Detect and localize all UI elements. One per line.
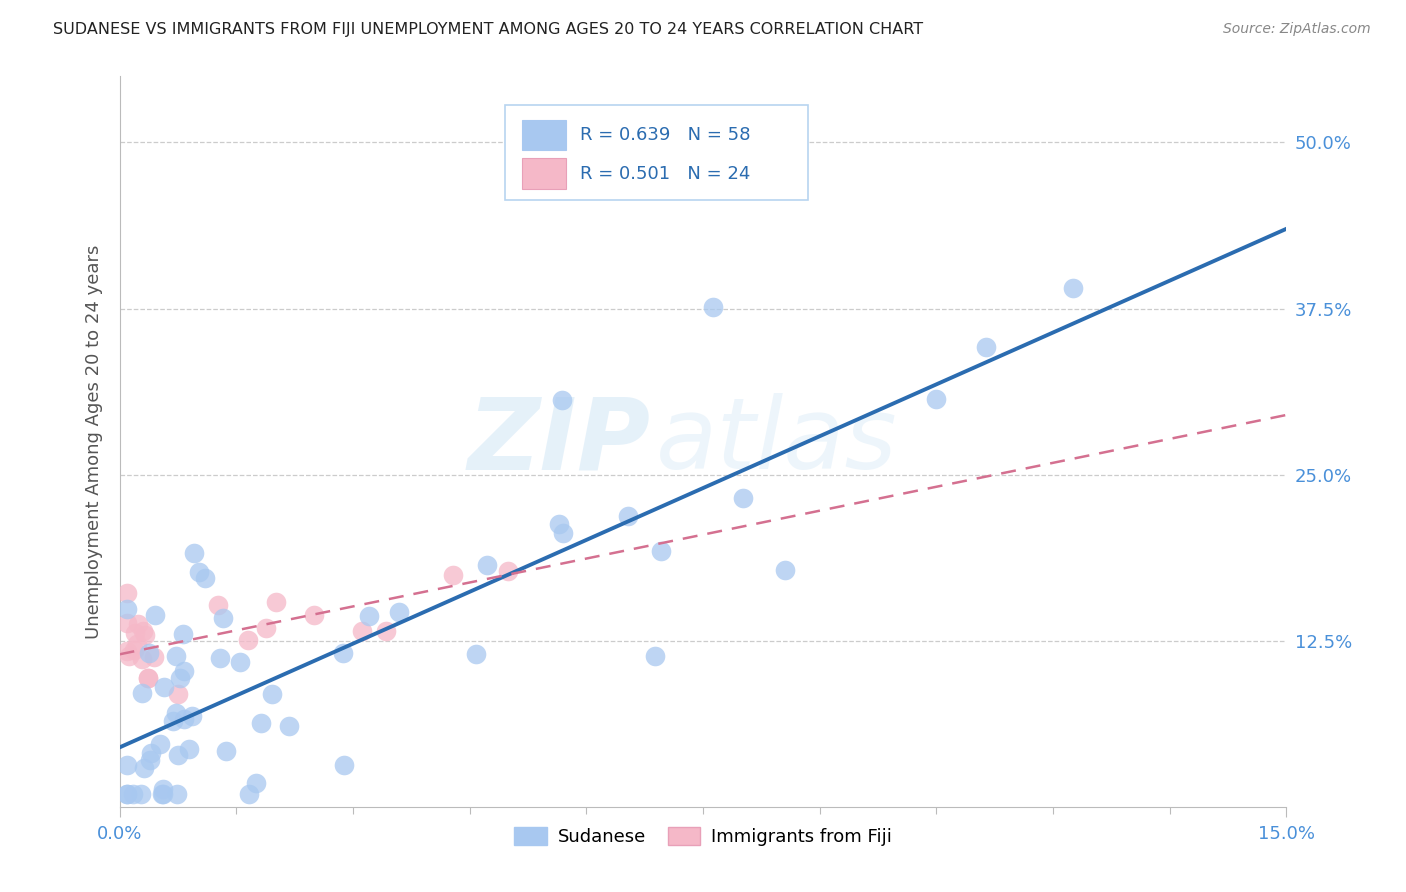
Point (731, 491, 754, 506)
Point (352, 624, 374, 638)
Point (238, 787, 260, 801)
Point (132, 624, 155, 638)
Point (250, 715, 273, 730)
Point (169, 671, 191, 685)
Point (173, 664, 195, 678)
Point (1062, 281, 1084, 295)
Point (214, 744, 236, 758)
Point (475, 558, 498, 572)
Point (166, 787, 188, 801)
Point (236, 633, 259, 648)
Point (117, 586, 139, 600)
Point (260, 687, 283, 701)
Point (138, 647, 160, 661)
Point (117, 787, 139, 801)
Point (207, 598, 229, 612)
Text: SUDANESE VS IMMIGRANTS FROM FIJI UNEMPLOYMENT AMONG AGES 20 TO 24 YEARS CORRELAT: SUDANESE VS IMMIGRANTS FROM FIJI UNEMPLO… (53, 22, 924, 37)
Point (117, 602, 139, 616)
Point (374, 624, 396, 638)
Point (496, 564, 519, 578)
Point (333, 757, 356, 772)
Point (132, 761, 155, 775)
Text: atlas: atlas (657, 393, 898, 490)
Point (138, 754, 160, 768)
Point (122, 643, 145, 657)
Point (228, 655, 250, 669)
Text: ZIP: ZIP (467, 393, 651, 490)
Point (173, 712, 195, 726)
Point (124, 626, 146, 640)
Point (702, 301, 724, 315)
Point (165, 706, 187, 720)
Point (152, 781, 174, 796)
Point (117, 644, 139, 658)
Point (172, 627, 194, 641)
Point (153, 681, 176, 695)
Point (167, 747, 190, 762)
Point (127, 617, 149, 632)
Point (464, 647, 486, 661)
Point (388, 605, 411, 619)
Point (143, 608, 166, 623)
Point (332, 646, 354, 660)
Point (264, 595, 287, 609)
Point (211, 611, 233, 625)
Point (143, 650, 166, 665)
Point (117, 787, 139, 801)
Point (152, 787, 174, 801)
Point (208, 651, 231, 665)
FancyBboxPatch shape (522, 120, 567, 151)
Text: R = 0.639   N = 58: R = 0.639 N = 58 (581, 126, 751, 145)
Point (302, 607, 325, 622)
Point (441, 568, 464, 582)
Point (125, 637, 148, 651)
Point (131, 652, 153, 666)
Point (194, 571, 217, 585)
Point (180, 708, 202, 723)
Point (117, 616, 139, 631)
Point (141, 746, 163, 760)
Legend: Sudanese, Immigrants from Fiji: Sudanese, Immigrants from Fiji (508, 819, 898, 853)
Point (177, 742, 200, 756)
Point (974, 340, 997, 354)
Point (117, 757, 139, 772)
Point (131, 686, 153, 700)
Point (245, 776, 267, 790)
Point (650, 544, 672, 558)
Point (134, 628, 156, 642)
Point (167, 687, 190, 701)
Point (548, 516, 571, 531)
Point (256, 621, 278, 635)
Point (187, 565, 209, 579)
Point (617, 508, 640, 523)
Point (129, 787, 152, 801)
Point (121, 787, 143, 801)
Point (150, 787, 173, 801)
Point (644, 649, 666, 664)
Point (183, 546, 205, 560)
Point (165, 648, 187, 663)
FancyBboxPatch shape (522, 159, 567, 189)
Text: R = 0.501   N = 24: R = 0.501 N = 24 (581, 165, 751, 183)
FancyBboxPatch shape (505, 105, 808, 200)
Text: Source: ZipAtlas.com: Source: ZipAtlas.com (1223, 22, 1371, 37)
Point (359, 608, 381, 623)
Point (162, 714, 184, 728)
Y-axis label: Unemployment Among Ages 20 to 24 years: Unemployment Among Ages 20 to 24 years (84, 244, 103, 639)
Point (551, 393, 574, 408)
Point (278, 718, 301, 732)
Point (136, 671, 159, 685)
Point (924, 392, 946, 407)
Point (149, 737, 172, 751)
Point (136, 671, 159, 685)
Point (118, 648, 141, 663)
Point (773, 563, 796, 577)
Point (553, 526, 575, 541)
